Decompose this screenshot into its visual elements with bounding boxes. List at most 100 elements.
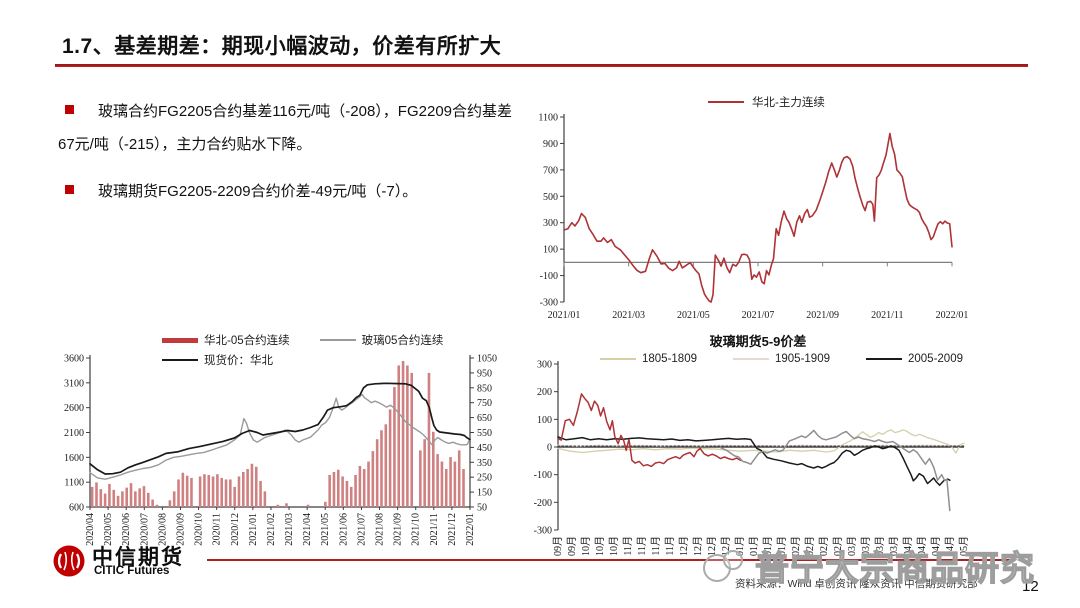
bullet-square-icon [65, 105, 74, 114]
svg-text:2021/06: 2021/06 [338, 513, 349, 546]
svg-text:700: 700 [543, 165, 558, 176]
legend-line-icon [162, 359, 198, 361]
svg-text:01月: 01月 [748, 536, 760, 556]
svg-text:10月: 10月 [594, 536, 606, 556]
legend-item: 玻璃05合约连续 [319, 332, 444, 348]
spread-5-9-chart: 玻璃期货5-9价差 1805-1809 1905-1909 2005-2009 … [528, 326, 988, 580]
svg-text:2020/05: 2020/05 [103, 513, 114, 546]
svg-text:850: 850 [477, 383, 492, 394]
svg-text:-200: -200 [534, 498, 552, 509]
legend-label: 现货价：华北 [204, 355, 273, 367]
svg-text:04月: 04月 [944, 536, 956, 556]
svg-text:10月: 10月 [580, 536, 592, 556]
svg-text:12月: 12月 [720, 536, 732, 556]
svg-text:2021/03: 2021/03 [612, 310, 645, 321]
spot-futures-basis-chart: 华北-05合约连续 玻璃05合约连续 现货价：华北 3600 3100 2600 21… [40, 330, 510, 578]
svg-text:03月: 03月 [888, 536, 900, 556]
main-basis-legend: 华北-主力连续 [708, 94, 825, 110]
svg-text:2020/11: 2020/11 [212, 513, 223, 545]
svg-text:12月: 12月 [706, 536, 718, 556]
svg-text:04月: 04月 [930, 536, 942, 556]
svg-text:01月: 01月 [734, 536, 746, 556]
svg-text:2020/08: 2020/08 [157, 513, 168, 546]
page-title: 1.7、基差期差：期现小幅波动，价差有所扩大 [62, 35, 502, 58]
svg-text:-100: -100 [540, 271, 558, 282]
svg-text:3100: 3100 [64, 378, 84, 389]
bullet-item-1: 玻璃合约FG2205合约基差116元/吨（-208），FG2209合约基差67元… [58, 95, 520, 161]
logo-text-cn: 中信期货 [92, 546, 184, 569]
svg-text:2021/01: 2021/01 [248, 513, 259, 546]
main-basis-chart: 华北-主力连续 1100 900 700 500 300 100 -100 -300 2021/… [528, 90, 980, 330]
svg-text:04月: 04月 [916, 536, 928, 556]
svg-text:02月: 02月 [818, 536, 830, 556]
svg-text:1600: 1600 [64, 453, 84, 464]
svg-text:550: 550 [477, 428, 492, 439]
svg-text:350: 350 [477, 458, 492, 469]
bullet-square-icon [65, 185, 74, 194]
svg-text:2100: 2100 [64, 428, 84, 439]
legend-item: 2005-2009 [866, 353, 963, 365]
svg-text:1050: 1050 [477, 354, 497, 365]
source-text: 资料来源：Wind 卓创资讯 隆众资讯 中信期货研究部 [735, 578, 978, 590]
legend-label: 玻璃05合约连续 [361, 335, 444, 347]
svg-text:10月: 10月 [608, 536, 620, 556]
svg-text:200: 200 [537, 387, 552, 398]
svg-text:11月: 11月 [636, 536, 648, 556]
legend-label: 1905-1909 [775, 353, 830, 365]
svg-text:150: 150 [477, 488, 492, 499]
legend-line-icon [733, 358, 769, 360]
svg-text:03月: 03月 [874, 536, 886, 556]
legend-item: 现货价：华北 [162, 352, 273, 368]
svg-text:2021/03: 2021/03 [284, 513, 295, 546]
svg-text:750: 750 [477, 398, 492, 409]
legend-label: 华北-05合约连续 [204, 335, 290, 347]
svg-text:1100: 1100 [64, 478, 84, 489]
svg-text:2021/11: 2021/11 [429, 513, 440, 545]
svg-text:950: 950 [477, 368, 492, 379]
svg-text:02月: 02月 [790, 536, 802, 556]
svg-text:2021/09: 2021/09 [806, 310, 839, 321]
svg-text:100: 100 [537, 415, 552, 426]
title-underline [55, 64, 1028, 67]
svg-text:2020/04: 2020/04 [85, 513, 96, 546]
svg-text:09月: 09月 [552, 536, 564, 556]
svg-text:2022/01: 2022/01 [465, 513, 476, 546]
svg-text:2021/05: 2021/05 [320, 513, 331, 546]
svg-text:2020/09: 2020/09 [175, 513, 186, 546]
svg-text:650: 650 [477, 413, 492, 424]
svg-text:2021/11: 2021/11 [871, 310, 903, 321]
svg-text:02月: 02月 [832, 536, 844, 556]
legend-label: 2005-2009 [908, 353, 963, 365]
svg-text:2021/01: 2021/01 [548, 310, 581, 321]
spread-legend: 1805-1809 1905-1909 2005-2009 [600, 353, 963, 365]
legend-line-icon [708, 101, 744, 103]
svg-text:2021/07: 2021/07 [742, 310, 775, 321]
svg-text:04月: 04月 [902, 536, 914, 556]
page-number: 12 [1022, 578, 1039, 595]
svg-text:50: 50 [477, 503, 487, 514]
legend-line-icon [162, 337, 198, 343]
citic-futures-logo-icon [53, 545, 85, 577]
bullet-item-2: 玻璃期货FG2205-2209合约价差-49元/吨（-7）。 [58, 175, 520, 208]
svg-text:09月: 09月 [566, 536, 578, 556]
svg-text:11月: 11月 [664, 536, 676, 556]
svg-text:300: 300 [543, 218, 558, 229]
svg-text:2021/09: 2021/09 [393, 513, 404, 546]
svg-text:3600: 3600 [64, 354, 84, 365]
svg-text:2020/12: 2020/12 [230, 513, 241, 546]
spread-chart-title: 玻璃期货5-9价差 [709, 334, 807, 349]
svg-text:2021/05: 2021/05 [677, 310, 710, 321]
svg-text:2021/04: 2021/04 [302, 513, 313, 546]
svg-text:-300: -300 [534, 526, 552, 537]
svg-text:2021/12: 2021/12 [447, 513, 458, 546]
svg-text:03月: 03月 [860, 536, 872, 556]
svg-text:2020/06: 2020/06 [121, 513, 132, 546]
svg-text:02月: 02月 [804, 536, 816, 556]
svg-text:05月: 05月 [958, 536, 970, 556]
svg-text:250: 250 [477, 473, 492, 484]
svg-text:-300: -300 [540, 298, 558, 309]
svg-text:2021/10: 2021/10 [411, 513, 422, 546]
svg-text:2020/07: 2020/07 [139, 513, 150, 546]
legend-line-icon [866, 358, 902, 360]
